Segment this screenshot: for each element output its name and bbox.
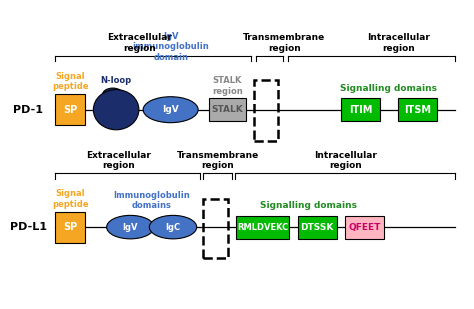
Ellipse shape xyxy=(107,215,154,239)
Text: SP: SP xyxy=(63,222,77,232)
Text: Signal
peptide: Signal peptide xyxy=(52,189,89,209)
Text: Intracellular
region: Intracellular region xyxy=(367,33,429,53)
Text: IgV: IgV xyxy=(162,105,179,114)
Text: IgC: IgC xyxy=(165,222,181,232)
Text: Intracellular
region: Intracellular region xyxy=(315,150,377,170)
Ellipse shape xyxy=(102,88,123,102)
Text: STALK
region: STALK region xyxy=(212,76,243,96)
FancyBboxPatch shape xyxy=(345,216,384,239)
FancyBboxPatch shape xyxy=(298,216,337,239)
Text: QFEET: QFEET xyxy=(348,222,381,232)
Text: Transmembrane
region: Transmembrane region xyxy=(177,150,259,170)
Text: Immunoglobulin
domains: Immunoglobulin domains xyxy=(113,191,190,210)
FancyBboxPatch shape xyxy=(55,94,85,125)
Text: DTSSK: DTSSK xyxy=(301,222,334,232)
Text: IgV
immunoglobulin
domain: IgV immunoglobulin domain xyxy=(132,32,209,62)
FancyBboxPatch shape xyxy=(209,98,246,121)
Text: SP: SP xyxy=(63,105,77,115)
Text: Signalling domains: Signalling domains xyxy=(340,84,437,93)
Text: Signal
peptide: Signal peptide xyxy=(52,72,89,91)
Bar xyxy=(203,199,228,258)
FancyBboxPatch shape xyxy=(341,98,380,121)
Text: STALK: STALK xyxy=(212,105,243,114)
Text: Signalling domains: Signalling domains xyxy=(260,201,356,210)
Bar xyxy=(254,80,278,141)
Ellipse shape xyxy=(93,90,139,130)
Text: ITSM: ITSM xyxy=(404,105,431,115)
Text: Transmembrane
region: Transmembrane region xyxy=(243,33,326,53)
FancyBboxPatch shape xyxy=(236,216,289,239)
Text: ITIM: ITIM xyxy=(349,105,373,115)
Text: RMLDVEKC: RMLDVEKC xyxy=(237,222,288,232)
Text: PD-1: PD-1 xyxy=(13,105,44,115)
FancyBboxPatch shape xyxy=(55,212,85,243)
Text: PD-L1: PD-L1 xyxy=(10,222,47,232)
Text: Extracellular
region: Extracellular region xyxy=(86,150,151,170)
FancyBboxPatch shape xyxy=(398,98,437,121)
Ellipse shape xyxy=(143,97,198,123)
Text: Extracellular
region: Extracellular region xyxy=(108,33,172,53)
Text: N-loop: N-loop xyxy=(100,76,132,85)
Text: IgV: IgV xyxy=(123,222,138,232)
Ellipse shape xyxy=(149,215,197,239)
